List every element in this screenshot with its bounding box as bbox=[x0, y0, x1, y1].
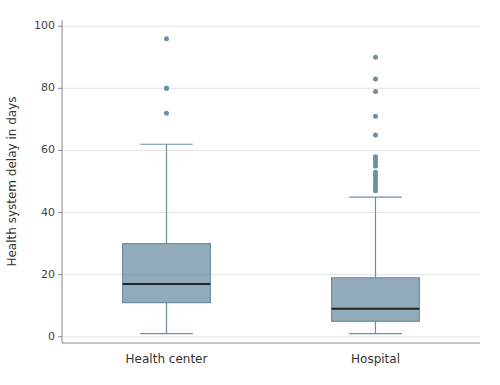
chart: 0 20 40 60 80 100 Health system delay in days H… bbox=[0, 0, 500, 385]
tick-label: Health center bbox=[126, 352, 208, 366]
outlier bbox=[373, 77, 378, 82]
box bbox=[332, 278, 420, 321]
whisker-cap bbox=[140, 144, 193, 145]
outlier bbox=[373, 55, 378, 60]
grid-line bbox=[62, 88, 480, 89]
outlier bbox=[373, 154, 378, 159]
axis-line bbox=[62, 20, 63, 343]
tick-label: 60 bbox=[41, 143, 55, 156]
whisker-cap bbox=[349, 333, 402, 334]
axis-label: Health system delay in days bbox=[5, 96, 19, 266]
tick-mark bbox=[58, 88, 62, 89]
tick-label: 0 bbox=[48, 330, 55, 343]
whisker bbox=[375, 197, 376, 278]
outlier bbox=[164, 36, 169, 41]
median bbox=[123, 283, 211, 285]
tick-label: 100 bbox=[34, 19, 55, 32]
box-group bbox=[332, 55, 420, 334]
y-axis: 0 20 40 60 80 100 bbox=[34, 19, 480, 343]
grid-line bbox=[62, 26, 480, 27]
outlier bbox=[373, 89, 378, 94]
box-group bbox=[123, 36, 211, 334]
outlier bbox=[373, 132, 378, 137]
box bbox=[123, 244, 211, 303]
tick-mark bbox=[58, 150, 62, 151]
grid-line bbox=[62, 336, 480, 337]
tick-label: 20 bbox=[41, 268, 55, 281]
axis-line bbox=[62, 343, 480, 344]
tick-label: 80 bbox=[41, 81, 55, 94]
outlier bbox=[373, 170, 378, 175]
tick-label: Hospital bbox=[351, 352, 400, 366]
whisker-cap bbox=[140, 333, 193, 334]
whisker-cap bbox=[349, 196, 402, 197]
outlier bbox=[164, 86, 169, 91]
whisker bbox=[166, 303, 167, 334]
boxes bbox=[123, 36, 420, 334]
tick-label: 40 bbox=[41, 206, 55, 219]
tick-mark bbox=[58, 274, 62, 275]
whisker bbox=[375, 321, 376, 333]
whisker bbox=[166, 144, 167, 243]
tick-mark bbox=[58, 26, 62, 27]
grid-line bbox=[62, 150, 480, 151]
outlier bbox=[164, 86, 169, 91]
outlier bbox=[373, 114, 378, 119]
median bbox=[332, 308, 420, 310]
outlier bbox=[164, 111, 169, 116]
tick-mark bbox=[58, 336, 62, 337]
tick-mark bbox=[58, 212, 62, 213]
grid-line bbox=[62, 212, 480, 213]
